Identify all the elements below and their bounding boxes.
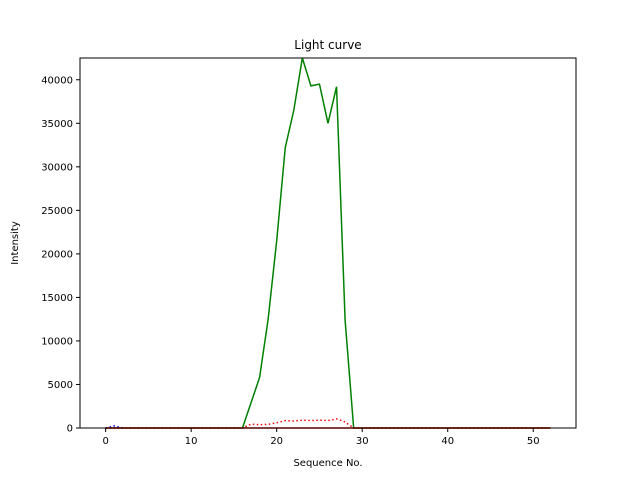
y-tick-label-3: 15000	[41, 293, 73, 304]
y-tick-label-0: 0	[67, 424, 73, 435]
y-tick-label-1: 5000	[48, 380, 73, 391]
x-tick-label-1: 10	[185, 436, 198, 447]
y-tick-label-8: 40000	[41, 75, 73, 86]
x-axis: 0 10 20 30 40 50	[102, 428, 540, 447]
chart-title: Light curve	[294, 38, 361, 52]
x-tick-label-0: 0	[102, 436, 108, 447]
plot-area-background	[80, 58, 576, 428]
y-tick-label-4: 20000	[41, 249, 73, 260]
y-tick-label-6: 30000	[41, 162, 73, 173]
x-tick-label-3: 30	[356, 436, 369, 447]
y-tick-label-5: 25000	[41, 206, 73, 217]
y-tick-label-7: 35000	[41, 119, 73, 130]
x-axis-label: Sequence No.	[293, 458, 362, 469]
y-tick-label-2: 10000	[41, 336, 73, 347]
series-line-2	[105, 425, 123, 429]
x-tick-label-4: 40	[441, 436, 454, 447]
plot-frame	[79, 57, 577, 429]
y-axis: 0 5000 10000 15000 20000 25000 30000 35000 40000	[41, 75, 80, 435]
x-tick-label-5: 50	[527, 436, 540, 447]
y-axis-label: Intensity	[10, 221, 21, 265]
x-tick-label-2: 20	[270, 436, 283, 447]
